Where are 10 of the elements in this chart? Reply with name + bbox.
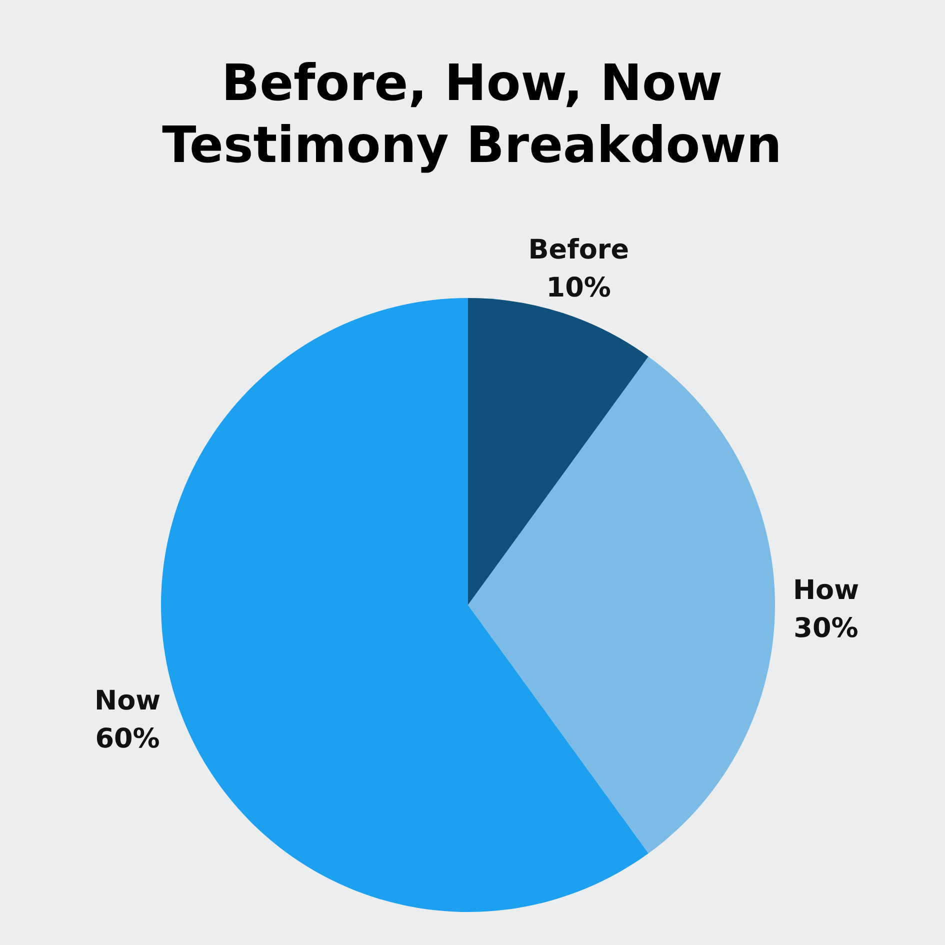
slice-label: Now [94, 686, 161, 717]
data-label: 10% [546, 272, 611, 304]
pie-slice [161, 298, 648, 912]
slice-label: Before [528, 234, 630, 266]
data-label: 30% [794, 613, 858, 644]
pie-slice [468, 298, 648, 605]
data-label: 60% [95, 724, 160, 755]
chart-title: Before, How, Now Testimony Breakdown [162, 54, 782, 174]
pie-slice [468, 356, 774, 854]
slice-label: How [792, 575, 860, 606]
